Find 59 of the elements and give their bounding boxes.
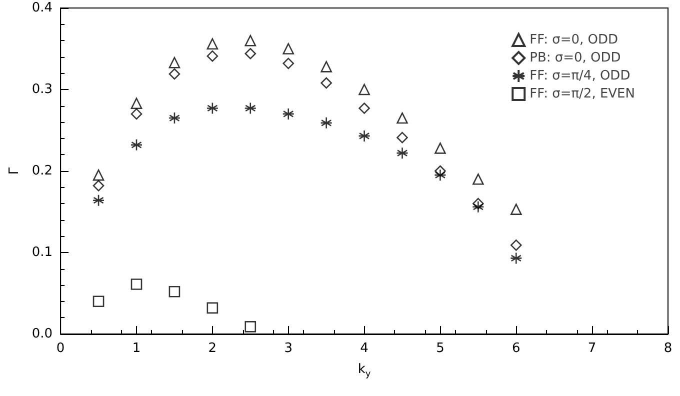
y-axis-title: Γ xyxy=(7,166,22,175)
point xyxy=(434,142,446,154)
point xyxy=(472,174,484,185)
point xyxy=(244,321,256,332)
x-tick-label: 5 xyxy=(436,341,444,356)
point xyxy=(358,130,370,142)
point xyxy=(168,112,181,124)
point xyxy=(396,132,408,144)
y-tick-label: 0.4 xyxy=(32,0,53,16)
point xyxy=(92,169,104,181)
y-tick-label: 0.3 xyxy=(32,82,53,97)
point xyxy=(92,180,104,192)
point xyxy=(168,56,180,68)
point xyxy=(358,102,370,114)
point xyxy=(92,194,105,206)
point xyxy=(92,296,104,308)
point xyxy=(244,102,257,114)
point xyxy=(244,34,256,46)
point xyxy=(282,108,295,120)
x-tick-label: 6 xyxy=(512,341,520,356)
x-tick-label: 4 xyxy=(360,341,368,356)
point xyxy=(130,138,143,152)
point xyxy=(244,48,256,60)
point xyxy=(282,58,294,70)
point xyxy=(472,200,484,214)
point xyxy=(434,168,446,182)
point xyxy=(130,278,142,290)
x-tick-label: 2 xyxy=(208,341,217,356)
point xyxy=(168,68,180,80)
point xyxy=(130,98,142,110)
point xyxy=(206,38,218,50)
point xyxy=(396,146,408,160)
legend-label: FF: σ=π/4, ODD xyxy=(530,68,630,84)
point xyxy=(130,108,142,120)
point xyxy=(168,286,180,298)
y-tick-label: 0.0 xyxy=(32,326,53,342)
point xyxy=(472,198,484,210)
x-tick-label: 7 xyxy=(588,341,596,356)
x-tick-label: 3 xyxy=(284,341,292,356)
point xyxy=(396,112,408,124)
point xyxy=(320,77,332,89)
point xyxy=(358,84,370,96)
point xyxy=(282,43,294,54)
x-tick-label: 8 xyxy=(664,341,672,356)
point xyxy=(320,61,332,72)
point xyxy=(206,302,218,314)
point xyxy=(206,50,218,62)
legend-label: FF: σ=0, ODD xyxy=(530,32,618,48)
y-tick-label: 0.2 xyxy=(32,164,53,178)
point xyxy=(320,116,332,130)
point xyxy=(206,102,219,114)
legend-label: PB: σ=0, ODD xyxy=(530,50,621,66)
x-tick-label: 0 xyxy=(56,341,65,356)
point xyxy=(510,204,522,215)
point xyxy=(510,240,522,251)
point xyxy=(510,252,522,264)
y-tick-label: 0.1 xyxy=(32,245,53,260)
x-tick-label: 1 xyxy=(132,341,141,356)
legend-label: FF: σ=π/2, EVEN xyxy=(530,86,636,102)
